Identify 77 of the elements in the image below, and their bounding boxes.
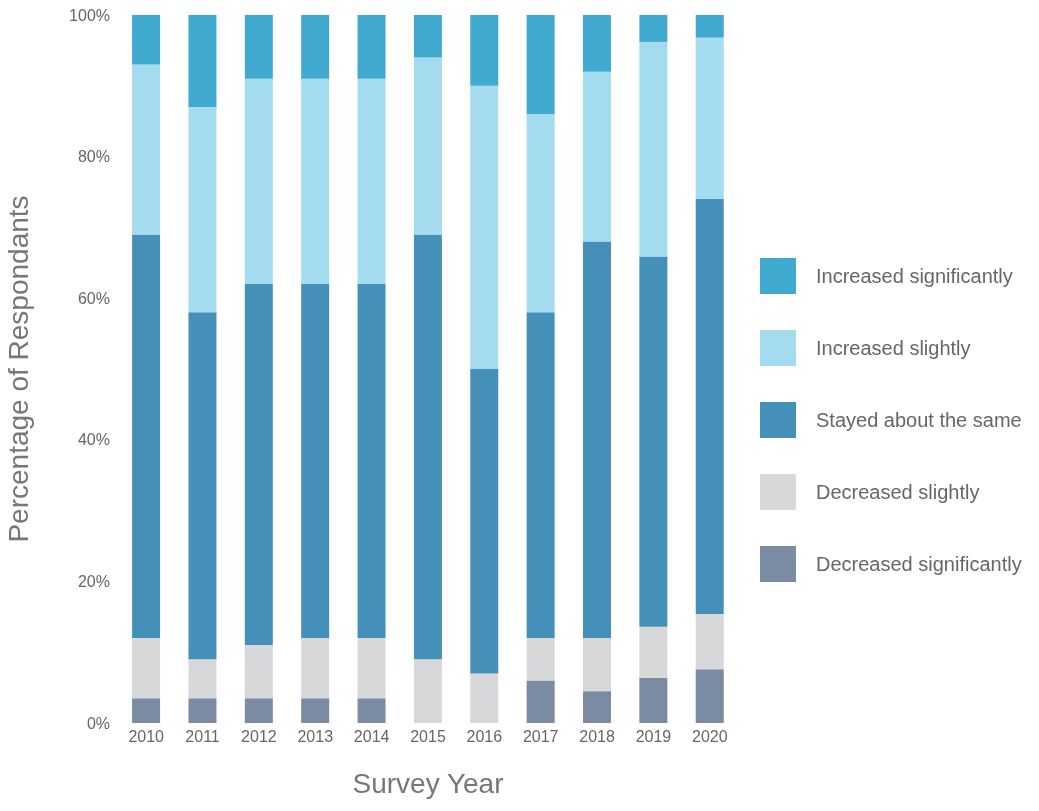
bar xyxy=(188,312,217,660)
bar xyxy=(244,15,273,79)
bar xyxy=(188,659,217,699)
y-tick-label: 20% xyxy=(77,573,110,591)
x-tick-label: 2014 xyxy=(353,728,390,746)
bar xyxy=(132,15,161,65)
bar xyxy=(639,677,668,723)
bar xyxy=(583,241,611,639)
bar xyxy=(470,369,499,674)
bar xyxy=(695,37,724,200)
bar xyxy=(695,613,724,670)
bar xyxy=(526,15,555,115)
x-tick-label: 2020 xyxy=(692,728,728,746)
bar xyxy=(526,312,555,639)
bar xyxy=(132,234,161,639)
x-tick-label: 2017 xyxy=(522,728,559,746)
legend-label: Decreased significantly xyxy=(816,552,1022,576)
y-tick-label: 40% xyxy=(77,431,110,449)
bar xyxy=(357,638,386,699)
bar xyxy=(470,673,499,723)
bar xyxy=(132,64,161,235)
legend-label: Increased slightly xyxy=(816,336,971,360)
bar xyxy=(695,669,724,723)
y-tick-label: 80% xyxy=(77,148,110,166)
legend-label: Decreased slightly xyxy=(816,480,980,504)
bar xyxy=(413,15,442,58)
y-tick-label: 60% xyxy=(77,289,110,307)
x-tick-label: 2013 xyxy=(297,728,334,746)
x-tick-label: 2016 xyxy=(466,728,503,746)
bar xyxy=(244,284,273,646)
bar xyxy=(639,256,668,627)
bar xyxy=(301,638,330,699)
x-tick-label: 2019 xyxy=(635,728,672,746)
bar xyxy=(695,199,724,614)
bar xyxy=(695,15,724,38)
bar xyxy=(583,638,611,692)
bar xyxy=(583,15,611,72)
bar xyxy=(301,78,330,285)
bar xyxy=(244,78,273,285)
bar xyxy=(132,638,161,699)
x-tick-label: 2015 xyxy=(410,728,446,746)
bar xyxy=(639,626,668,678)
legend-label: Stayed about the same xyxy=(816,408,1022,432)
x-tick-label: 2011 xyxy=(185,728,220,746)
bar xyxy=(244,645,273,699)
bar xyxy=(301,698,330,723)
bar xyxy=(413,57,442,235)
x-tick-label: 2018 xyxy=(579,728,615,746)
x-tick-label: 2010 xyxy=(128,728,165,746)
bar xyxy=(583,691,611,723)
x-axis-title: Survey Year xyxy=(352,768,504,799)
bar xyxy=(301,284,330,639)
bar xyxy=(188,15,217,108)
bar xyxy=(132,698,161,723)
bar xyxy=(470,15,499,86)
x-tick-label: 2012 xyxy=(241,728,277,746)
bar xyxy=(357,284,386,639)
bar xyxy=(244,698,273,723)
bar xyxy=(639,41,668,257)
y-axis-title: Percentage of Respondants xyxy=(2,195,34,543)
bar xyxy=(639,15,668,42)
y-tick-label: 100% xyxy=(69,6,110,24)
bar xyxy=(357,78,386,285)
bar xyxy=(413,659,442,723)
legend-label: Increased significantly xyxy=(816,264,1013,288)
bar xyxy=(470,85,499,369)
bar xyxy=(357,15,386,79)
bar xyxy=(526,638,555,681)
bar xyxy=(583,71,611,242)
bar xyxy=(413,234,442,660)
bar xyxy=(188,107,217,313)
bar xyxy=(357,698,386,723)
bar xyxy=(188,698,217,723)
bar xyxy=(301,15,330,79)
y-tick-label: 0% xyxy=(86,714,110,732)
bar xyxy=(526,680,555,723)
bar xyxy=(526,114,555,313)
